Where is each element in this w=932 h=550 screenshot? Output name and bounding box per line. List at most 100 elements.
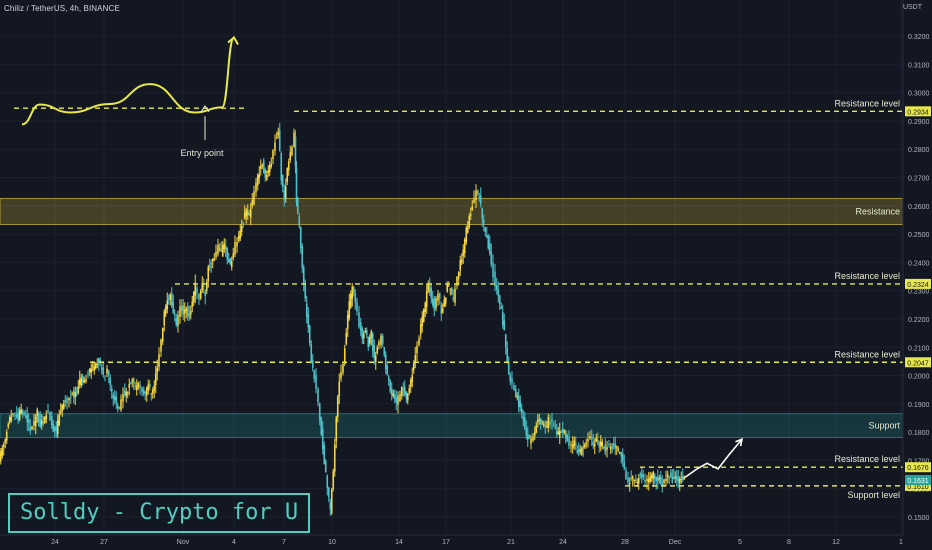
candle-body xyxy=(449,288,452,290)
candle-body xyxy=(425,291,428,307)
candle-body xyxy=(69,396,72,398)
candle-body xyxy=(205,281,208,291)
candle-body xyxy=(564,430,567,438)
candle-body xyxy=(433,298,436,311)
candle-body xyxy=(653,474,656,479)
candle-body xyxy=(272,150,274,160)
candle-body xyxy=(134,385,137,387)
candle-body xyxy=(585,442,588,445)
candle-body xyxy=(368,337,371,344)
candle-body xyxy=(563,430,566,433)
zone-support xyxy=(0,413,904,439)
candle-body xyxy=(384,354,387,370)
candle-body xyxy=(88,368,91,373)
price-tick-label: 0.2100 xyxy=(908,345,930,352)
candle-body xyxy=(115,396,118,403)
candle-body xyxy=(649,476,652,482)
candle-body xyxy=(189,310,192,315)
candle-body xyxy=(683,476,686,480)
candle-body xyxy=(494,271,496,287)
candle-body xyxy=(435,298,437,309)
candle-body xyxy=(517,395,520,407)
candle-body xyxy=(511,378,513,383)
candle-body xyxy=(592,441,595,446)
candle-body xyxy=(539,418,542,424)
candle-body xyxy=(156,367,159,374)
candle-body xyxy=(593,443,596,447)
candle-body xyxy=(283,190,286,200)
candle-body xyxy=(42,422,45,424)
candle-body xyxy=(77,386,80,393)
candle-body xyxy=(298,216,301,226)
candle-body xyxy=(145,387,148,396)
candle-body xyxy=(501,312,504,326)
candle-body xyxy=(211,259,214,262)
last-price-tag xyxy=(905,474,931,485)
candle-body xyxy=(644,480,646,482)
candle-body xyxy=(659,476,662,484)
zone-label: Support xyxy=(868,421,900,431)
candle-body xyxy=(301,246,304,268)
candle-body xyxy=(424,302,427,312)
candle-body xyxy=(80,377,83,386)
candle-body xyxy=(431,298,434,305)
candle-body xyxy=(207,266,210,281)
candle-body xyxy=(237,235,240,241)
candle-body xyxy=(68,397,70,401)
candle-body xyxy=(574,442,577,445)
price-tick-label: 0.1500 xyxy=(908,515,930,522)
candle-body xyxy=(164,306,167,315)
price-tick-label: 0.1900 xyxy=(908,402,930,409)
candle-body xyxy=(484,227,487,232)
time-tick-label: Nov xyxy=(177,539,190,546)
candle-body xyxy=(440,304,443,314)
level-label: Support level xyxy=(847,490,900,500)
candle-body xyxy=(17,412,20,421)
candle-body xyxy=(487,236,490,249)
candle-body xyxy=(471,206,474,210)
candle-body xyxy=(188,313,191,318)
candle-body xyxy=(452,297,455,300)
candle-body xyxy=(490,251,493,265)
price-tag xyxy=(905,357,931,368)
candle-body xyxy=(558,430,561,438)
candle-body xyxy=(55,427,58,432)
candle-body xyxy=(672,477,675,480)
illustration-arrowhead xyxy=(227,35,239,45)
candle-body xyxy=(230,260,233,268)
candle-body xyxy=(495,285,498,290)
candle-body xyxy=(627,477,629,483)
candle-body xyxy=(278,130,281,151)
time-tick-label: 1 xyxy=(899,539,903,546)
candle-body xyxy=(383,347,386,356)
candle-body xyxy=(343,348,346,364)
candle-body xyxy=(83,379,86,383)
candle-body xyxy=(352,286,355,294)
candle-body xyxy=(364,331,367,333)
candle-body xyxy=(284,186,287,199)
candle-body xyxy=(663,479,665,484)
candle-body xyxy=(519,401,522,408)
candle-body xyxy=(609,446,612,450)
candle-body xyxy=(137,382,140,388)
candle-body xyxy=(151,389,154,394)
candle-body xyxy=(520,408,523,414)
time-tick-label: 10 xyxy=(328,539,336,546)
candle-body xyxy=(528,435,531,438)
time-tick-label: 28 xyxy=(621,539,629,546)
candle-body xyxy=(224,245,227,250)
time-tick-label: 24 xyxy=(51,539,59,546)
candle-body xyxy=(81,375,84,383)
candle-body xyxy=(274,142,276,151)
candle-body xyxy=(523,417,526,428)
price-tag-label: 0.1610 xyxy=(907,484,929,491)
candle-body xyxy=(58,415,61,426)
candle-body xyxy=(405,391,408,399)
candle-body xyxy=(656,477,659,481)
candle-body xyxy=(362,333,365,339)
candle-body xyxy=(544,425,547,427)
candle-body xyxy=(625,470,627,480)
candle-body xyxy=(245,209,248,217)
candle-body xyxy=(37,413,40,422)
